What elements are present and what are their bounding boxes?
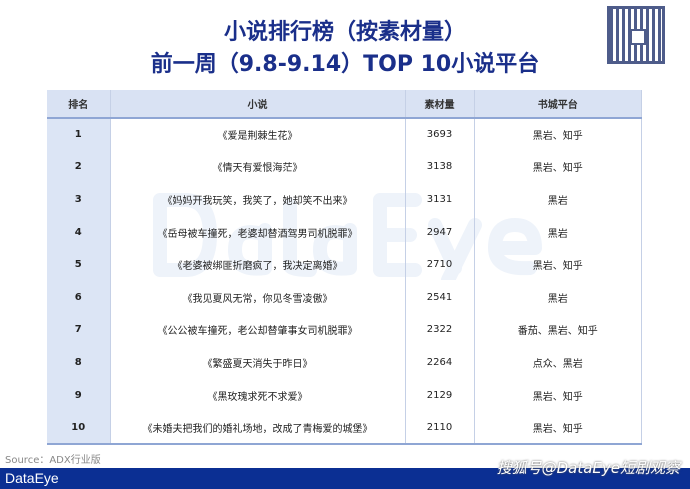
novel-cell: 《公公被车撞死，老公却替肇事女司机脱罪》	[110, 313, 406, 347]
table-row: 7 《公公被车撞死，老公却替肇事女司机脱罪》 2322 番茄、黑岩、知乎	[47, 313, 642, 347]
table-row: 9 《黑玫瑰求死不求爱》 2129 黑岩、知乎	[47, 378, 642, 412]
table-row: 10 《未婚夫把我们的婚礼场地，改成了青梅爱的城堡》 2110 黑岩、知乎	[47, 411, 642, 445]
title-line1: 小说排行榜（按素材量）	[223, 20, 466, 45]
novel-cell: 《妈妈开我玩笑，我笑了，她却笑不出来》	[110, 183, 406, 216]
platform-cell: 番茄、黑岩、知乎	[474, 313, 642, 347]
novel-cell: 《老婆被绑匪折磨疯了，我决定离婚》	[110, 248, 406, 281]
novel-cell: 《爱是荆棘生花》	[110, 118, 406, 151]
table-row: 3 《妈妈开我玩笑，我笑了，她却笑不出来》 3131 黑岩	[47, 183, 642, 216]
title-line2: 前一周（9.8-9.14）TOP 10小说平台	[150, 52, 540, 77]
table-row: 6 《我见夏风无常，你见冬雪凌傲》 2541 黑岩	[47, 280, 642, 314]
novel-cell: 《黑玫瑰求死不求爱》	[110, 378, 406, 412]
rank-cell: 8	[47, 346, 111, 379]
platform-cell: 黑岩、知乎	[474, 378, 642, 412]
table-row: 2 《情天有爱恨海茫》 3138 黑岩、知乎	[47, 150, 642, 184]
table-row: 1 《爱是荆棘生花》 3693 黑岩、知乎	[47, 118, 642, 151]
credit-watermark: 搜狐号@DataEye短剧观察	[496, 459, 680, 477]
rank-cell: 10	[47, 411, 111, 445]
rank-cell: 6	[47, 280, 111, 314]
header-novel: 小说	[110, 90, 406, 119]
count-cell: 3138	[405, 150, 475, 184]
novel-cell: 《未婚夫把我们的婚礼场地，改成了青梅爱的城堡》	[110, 411, 406, 445]
platform-cell: 黑岩	[474, 215, 642, 249]
rank-cell: 3	[47, 183, 111, 216]
table-row: 5 《老婆被绑匪折磨疯了，我决定离婚》 2710 黑岩、知乎	[47, 248, 642, 281]
platform-cell: 黑岩、知乎	[474, 248, 642, 281]
count-cell: 2264	[405, 346, 475, 379]
count-cell: 2110	[405, 411, 475, 445]
novel-cell: 《我见夏风无常，你见冬雪凌傲》	[110, 280, 406, 314]
rank-cell: 7	[47, 313, 111, 347]
qr-code-icon	[607, 6, 665, 64]
novel-cell: 《岳母被车撞死，老婆却替酒驾男司机脱罪》	[110, 215, 406, 249]
table-row: 8 《繁盛夏天消失于昨日》 2264 点众、黑岩	[47, 346, 642, 379]
count-cell: 3693	[405, 118, 475, 151]
source-note: Source：ADX行业版	[5, 455, 101, 466]
rank-cell: 4	[47, 215, 111, 249]
footer-bar	[0, 468, 690, 489]
platform-cell: 点众、黑岩	[474, 346, 642, 379]
count-cell: 2129	[405, 378, 475, 412]
dataeye-logo: DataEye	[5, 470, 59, 486]
header-count: 素材量	[405, 90, 475, 119]
platform-cell: 黑岩	[474, 280, 642, 314]
novel-cell: 《情天有爱恨海茫》	[110, 150, 406, 184]
table-row: 4 《岳母被车撞死，老婆却替酒驾男司机脱罪》 2947 黑岩	[47, 215, 642, 249]
platform-cell: 黑岩、知乎	[474, 118, 642, 151]
platform-cell: 黑岩、知乎	[474, 150, 642, 184]
header-platform: 书城平台	[474, 90, 642, 119]
platform-cell: 黑岩、知乎	[474, 411, 642, 445]
rank-cell: 2	[47, 150, 111, 184]
count-cell: 2322	[405, 313, 475, 347]
header-rank: 排名	[47, 90, 111, 119]
ranking-table: 排名 小说 素材量 书城平台 1 《爱是荆棘生花》 3693 黑岩、知乎 2 《情天有爱恨…	[47, 90, 642, 445]
rank-cell: 1	[47, 118, 111, 151]
count-cell: 2710	[405, 248, 475, 281]
count-cell: 2541	[405, 280, 475, 314]
novel-cell: 《繁盛夏天消失于昨日》	[110, 346, 406, 379]
rank-cell: 9	[47, 378, 111, 412]
platform-cell: 黑岩	[474, 183, 642, 216]
count-cell: 2947	[405, 215, 475, 249]
rank-cell: 5	[47, 248, 111, 281]
count-cell: 3131	[405, 183, 475, 216]
